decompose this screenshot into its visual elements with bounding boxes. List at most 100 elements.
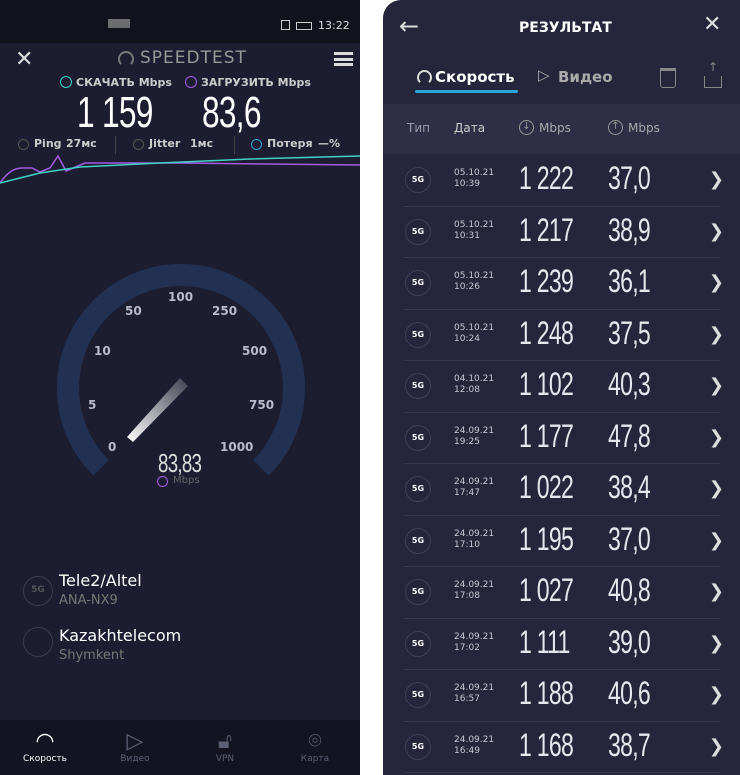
gauge-tick-label: 500 <box>242 344 268 358</box>
col-upload[interactable]: Mbps <box>628 121 660 135</box>
gauge-icon: ◠ <box>35 729 55 754</box>
upload-icon <box>185 76 197 88</box>
loss-value: —% <box>318 137 341 150</box>
table-row[interactable]: 5G 05.10.21 10:39 1 222 37,0 ❯ <box>383 155 740 207</box>
server-icon <box>23 627 53 657</box>
network-badge: 5G <box>405 579 431 605</box>
gauge-tick-label: 5 <box>88 398 97 412</box>
gauge-tick-label: 10 <box>94 344 111 358</box>
chevron-right-icon[interactable]: ❯ <box>708 529 724 551</box>
row-upload: 36,1 <box>608 263 651 299</box>
chevron-right-icon[interactable]: ❯ <box>708 220 724 242</box>
row-upload: 38,4 <box>608 469 651 505</box>
row-download: 1 188 <box>519 675 574 711</box>
upload-label: ЗАГРУЗИТЬ Mbps <box>201 76 311 89</box>
row-time: 10:39 <box>454 179 480 189</box>
nav-label: Карта <box>300 754 330 764</box>
ping-value: 27мс <box>66 137 97 150</box>
speed-graph <box>0 154 360 184</box>
gauge-value: 83,83 <box>158 448 202 478</box>
row-download: 1 022 <box>519 469 574 505</box>
row-download: 1 102 <box>519 366 574 402</box>
nav-item-1[interactable]: ▷ Видео <box>90 729 180 765</box>
ping-label: Ping <box>34 137 62 150</box>
server-city: Shymkent <box>59 648 125 663</box>
row-upload: 37,0 <box>608 520 651 557</box>
download-value: 1 159 <box>77 88 153 137</box>
table-row[interactable]: 5G 05.10.21 10:31 1 217 38,9 ❯ <box>383 207 740 258</box>
download-line <box>0 155 360 184</box>
nav-item-0[interactable]: ◠ Скорость <box>0 729 90 765</box>
page-title: РЕЗУЛЬТАТ <box>519 20 612 36</box>
chevron-right-icon[interactable]: ❯ <box>708 735 724 757</box>
table-row[interactable]: 5G 24.09.21 17:02 1 111 39,0 ❯ <box>383 619 740 670</box>
row-download: 1 195 <box>519 520 574 557</box>
status-bar: 13:22 <box>0 0 360 43</box>
jitter-label: Jitter <box>149 137 181 150</box>
chevron-right-icon[interactable]: ❯ <box>708 684 724 705</box>
gauge-tick-label: 50 <box>125 304 142 318</box>
row-time: 17:10 <box>454 539 480 550</box>
network-badge: 5G <box>23 576 53 606</box>
menu-icon[interactable] <box>334 52 353 66</box>
row-time: 17:47 <box>454 488 480 498</box>
chevron-right-icon[interactable]: ❯ <box>708 581 724 602</box>
table-row[interactable]: 5G 24.09.21 17:08 1 027 40,8 ❯ <box>383 567 740 619</box>
bottom-nav <box>0 720 360 775</box>
chevron-right-icon[interactable]: ❯ <box>708 478 724 499</box>
row-upload: 39,0 <box>608 623 651 660</box>
speedtest-screen: 13:22 ✕ SPEEDTEST СКАЧАТЬ Mbps ЗАГРУЗИТЬ… <box>0 0 360 775</box>
table-row[interactable]: 5G 24.09.21 16:49 1 168 38,7 ❯ <box>383 722 740 773</box>
tab-video[interactable]: ▷ Видео <box>538 66 613 86</box>
chevron-right-icon[interactable]: ❯ <box>708 426 724 448</box>
play-icon: ▷ <box>126 729 144 754</box>
col-date[interactable]: Дата <box>454 121 486 135</box>
row-time: 16:57 <box>454 694 480 704</box>
download-icon <box>60 76 72 88</box>
table-row[interactable]: 5G 05.10.21 10:24 1 248 37,5 ❯ <box>383 310 740 361</box>
trash-icon[interactable] <box>660 68 676 88</box>
network-badge: 5G <box>405 167 431 193</box>
table-row[interactable]: 5G 05.10.21 10:26 1 239 36,1 ❯ <box>383 258 740 310</box>
row-date: 24.09.21 <box>454 631 495 642</box>
row-download: 1 111 <box>519 623 570 660</box>
row-time: 12:08 <box>454 385 480 395</box>
row-time: 10:31 <box>454 230 480 241</box>
close-icon[interactable]: ✕ <box>15 47 34 72</box>
chevron-right-icon[interactable]: ❯ <box>708 323 724 345</box>
close-icon[interactable]: ✕ <box>703 12 722 37</box>
jitter-value: 1мс <box>190 137 214 150</box>
server-name[interactable]: Kazakhtelecom <box>59 626 182 645</box>
col-download[interactable]: Mbps <box>539 121 571 135</box>
table-row[interactable]: 5G 24.09.21 17:10 1 195 37,0 ❯ <box>383 516 740 567</box>
table-header: Тип Дата ↓ Mbps ↑ Mbps <box>383 104 740 154</box>
row-date: 05.10.21 <box>454 219 495 230</box>
share-icon[interactable]: ↑ <box>704 60 722 88</box>
row-download: 1 248 <box>519 314 574 351</box>
table-row[interactable]: 5G 24.09.21 16:57 1 188 40,6 ❯ <box>383 670 740 722</box>
row-upload: 37,5 <box>608 314 651 351</box>
chevron-right-icon[interactable]: ❯ <box>708 169 724 190</box>
row-date: 24.09.21 <box>454 528 495 539</box>
nav-item-2[interactable]: 🔓︎ VPN <box>180 729 270 765</box>
lock-icon: 🔓︎ <box>217 729 233 754</box>
row-date: 24.09.21 <box>454 580 495 590</box>
help-icon[interactable] <box>251 139 262 150</box>
gauge-needle <box>127 378 188 442</box>
chevron-right-icon[interactable]: ❯ <box>708 375 724 396</box>
device-name: ANA-NX9 <box>59 593 118 608</box>
table-row[interactable]: 5G 24.09.21 17:47 1 022 38,4 ❯ <box>383 464 740 516</box>
tab-speed[interactable]: Скорость <box>415 66 519 96</box>
upload-icon <box>157 476 168 487</box>
table-row[interactable]: 5G 24.09.21 19:25 1 177 47,8 ❯ <box>383 413 740 464</box>
nfc-icon <box>281 20 290 30</box>
row-time: 19:25 <box>454 436 480 447</box>
row-time: 10:24 <box>454 333 480 344</box>
back-icon[interactable]: ← <box>399 12 420 40</box>
chevron-right-icon[interactable]: ❯ <box>708 632 724 654</box>
network-badge: 5G <box>405 630 431 657</box>
nav-item-3[interactable]: ⌾ Карта <box>270 730 360 765</box>
chevron-right-icon[interactable]: ❯ <box>708 272 724 293</box>
network-badge: 5G <box>405 373 431 399</box>
table-row[interactable]: 5G 04.10.21 12:08 1 102 40,3 ❯ <box>383 361 740 413</box>
